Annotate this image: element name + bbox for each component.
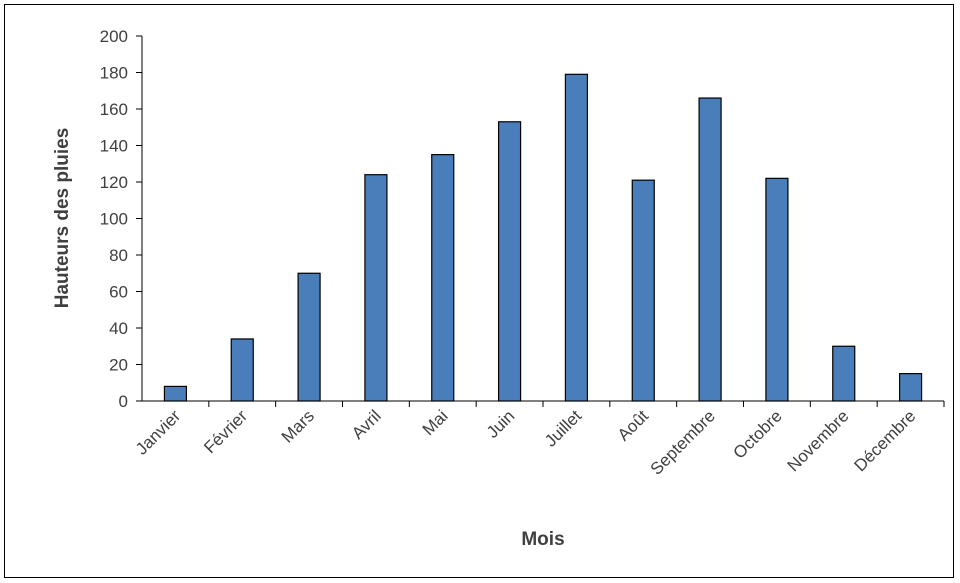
x-tick-label: Octobre (730, 406, 786, 462)
bar-juillet (564, 73, 589, 402)
y-tick-label: 140 (100, 137, 128, 156)
x-tick-label: Septembre (647, 406, 719, 478)
y-tick-label: 80 (109, 246, 128, 265)
y-tick-label: 180 (100, 64, 128, 83)
bar-decembre (898, 373, 923, 402)
x-tick-label: Février (200, 406, 251, 457)
y-tick-label: 60 (109, 283, 128, 302)
bar-mars (297, 272, 321, 402)
y-tick-label: 100 (100, 210, 128, 229)
bars (163, 73, 923, 402)
bar-novembre (832, 345, 856, 402)
x-tick-label: Novembre (784, 406, 853, 475)
x-tick-label: Décembre (851, 406, 920, 475)
bar-mai (431, 154, 455, 402)
y-axis-ticks: 0 20 40 60 80 100 120 140 160 180 200 (100, 27, 142, 411)
y-tick-label: 0 (119, 392, 128, 411)
x-tick-label: Août (614, 406, 652, 444)
x-tick-label: Janvier (132, 406, 184, 458)
bar-octobre (765, 177, 789, 402)
x-tick-label: Mars (278, 406, 318, 446)
y-tick-label: 20 (109, 356, 128, 375)
x-axis-ticks: Janvier Février Mars Avril Mai Juin Juillet Aoû… (132, 401, 945, 479)
bar-avril (364, 174, 388, 402)
x-tick-label: Juin (483, 406, 518, 441)
x-tick-label: Mai (419, 406, 452, 439)
y-tick-label: 160 (100, 100, 128, 119)
bar-fevrier (230, 338, 254, 402)
chart-frame (4, 4, 954, 578)
x-axis-title: Mois (521, 529, 564, 550)
y-tick-label: 40 (109, 319, 128, 338)
bar-septembre (698, 97, 722, 402)
bar-aout (631, 179, 655, 402)
x-tick-label: Juillet (541, 406, 585, 450)
y-tick-label: 120 (100, 173, 128, 192)
x-tick-label: Avril (348, 406, 385, 443)
bar-juin (497, 121, 522, 402)
y-tick-label: 200 (100, 27, 128, 46)
y-axis-title: Hauteurs des pluies (52, 128, 73, 309)
bar-janvier (163, 385, 188, 402)
